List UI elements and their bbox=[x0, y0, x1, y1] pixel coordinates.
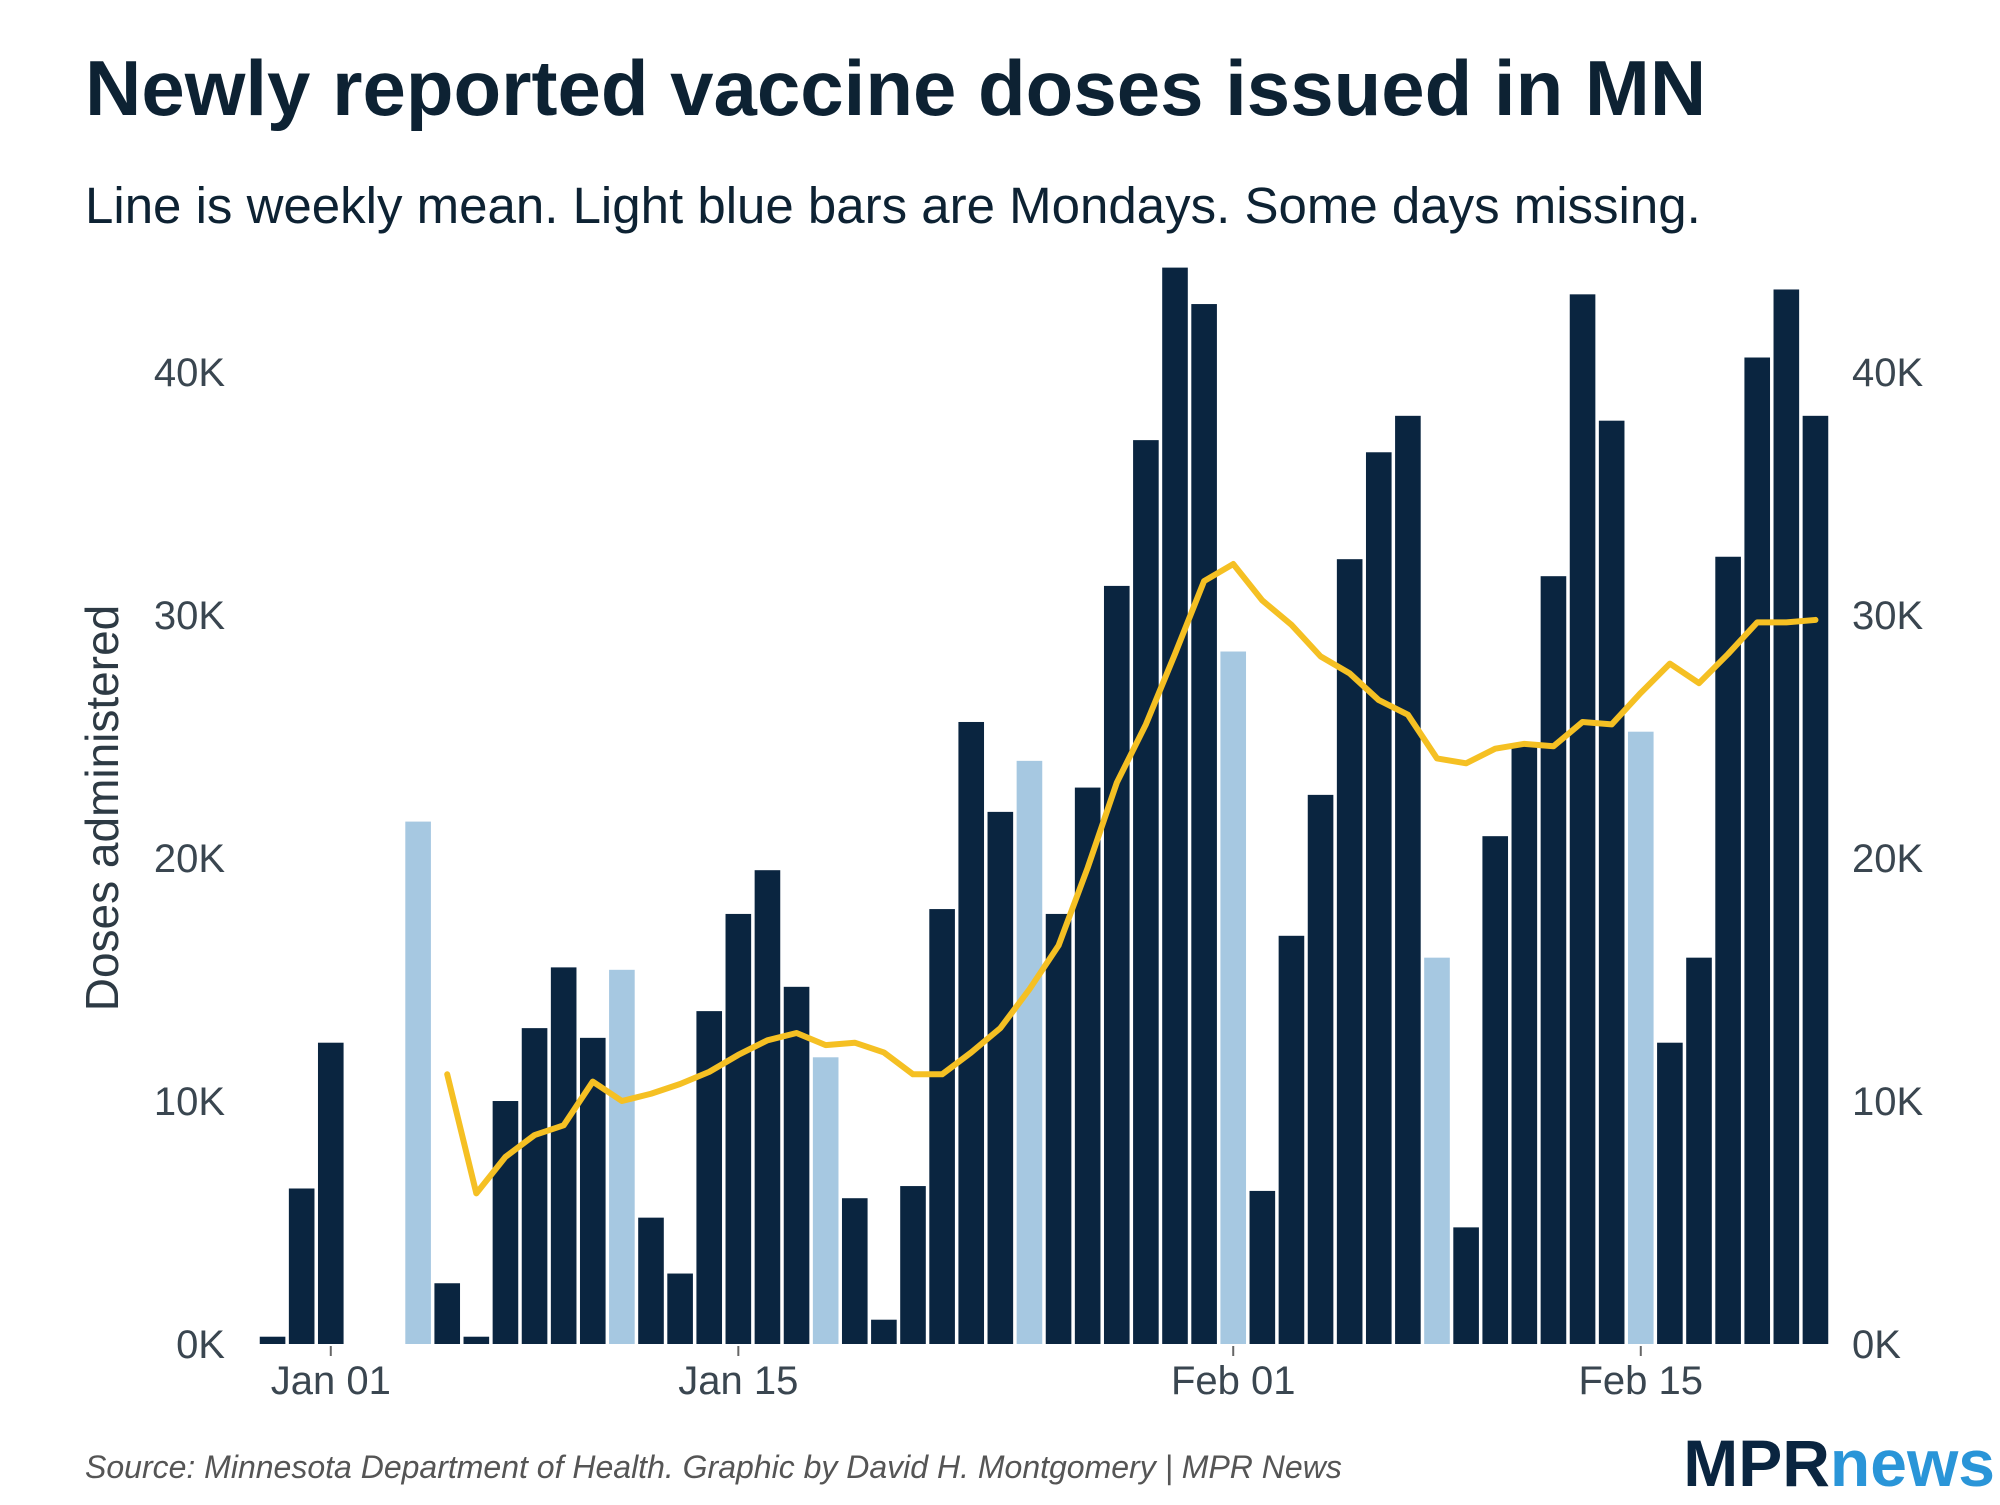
bar bbox=[958, 721, 985, 1344]
bar bbox=[871, 1319, 897, 1344]
bar bbox=[841, 1198, 868, 1344]
bar bbox=[638, 1217, 664, 1344]
bar bbox=[1074, 787, 1101, 1344]
bar bbox=[1278, 935, 1305, 1344]
logo-news: news bbox=[1830, 1426, 1995, 1500]
bar bbox=[1715, 556, 1741, 1344]
logo: MPRnews bbox=[1683, 1426, 1995, 1500]
y-tick-label: 20K bbox=[154, 837, 225, 881]
chart-subtitle: Line is weekly mean. Light blue bars are… bbox=[85, 177, 1701, 234]
bar bbox=[1307, 794, 1334, 1344]
y-tick-label: 0K bbox=[176, 1323, 225, 1367]
bar bbox=[492, 1101, 519, 1344]
bar bbox=[696, 1011, 723, 1344]
bar bbox=[1511, 746, 1538, 1344]
chart-title: Newly reported vaccine doses issued in M… bbox=[85, 44, 1706, 132]
bar bbox=[725, 913, 752, 1344]
x-tick-label: Feb 01 bbox=[1171, 1359, 1296, 1403]
y-tick-label: 40K bbox=[154, 351, 225, 395]
bar bbox=[1686, 957, 1712, 1344]
bar bbox=[987, 811, 1014, 1344]
y2-tick-label: 20K bbox=[1852, 837, 1923, 881]
bar bbox=[1249, 1190, 1276, 1344]
y2-tick-label: 10K bbox=[1852, 1080, 1923, 1124]
bar bbox=[1802, 415, 1829, 1344]
bar bbox=[1395, 415, 1421, 1344]
y-tick-label: 10K bbox=[154, 1080, 225, 1124]
bar bbox=[1569, 294, 1596, 1345]
bar bbox=[405, 821, 431, 1344]
logo-mpr: MPR bbox=[1683, 1426, 1830, 1500]
bar bbox=[1220, 651, 1247, 1344]
bar bbox=[1627, 731, 1654, 1344]
bar bbox=[1103, 585, 1130, 1344]
bar bbox=[900, 1186, 926, 1344]
bar bbox=[1191, 304, 1217, 1344]
bar bbox=[259, 1336, 286, 1344]
bar bbox=[1540, 576, 1567, 1344]
y2-tick-label: 30K bbox=[1852, 594, 1923, 638]
x-tick-label: Feb 15 bbox=[1579, 1359, 1704, 1403]
x-tick-label: Jan 15 bbox=[678, 1359, 798, 1403]
bar bbox=[1045, 913, 1072, 1344]
bar bbox=[317, 1042, 344, 1344]
bar bbox=[812, 1057, 839, 1344]
y-tick-label: 30K bbox=[154, 594, 225, 638]
bar bbox=[1598, 420, 1625, 1344]
bar bbox=[550, 967, 577, 1344]
bar bbox=[1453, 1227, 1479, 1344]
bar bbox=[1657, 1042, 1683, 1344]
bar bbox=[1336, 559, 1363, 1344]
bar bbox=[288, 1188, 315, 1344]
bar bbox=[1424, 957, 1450, 1344]
bar bbox=[609, 969, 635, 1344]
bar bbox=[1133, 440, 1159, 1344]
y2-tick-label: 40K bbox=[1852, 351, 1923, 395]
bar bbox=[929, 909, 955, 1344]
bar bbox=[434, 1283, 461, 1344]
bar bbox=[1482, 836, 1509, 1344]
bar bbox=[1016, 760, 1043, 1344]
bar bbox=[1773, 289, 1800, 1344]
bar bbox=[1365, 452, 1392, 1344]
bar bbox=[1162, 267, 1188, 1345]
bar bbox=[521, 1028, 548, 1344]
x-tick-label: Jan 01 bbox=[271, 1359, 391, 1403]
y2-tick-label: 0K bbox=[1852, 1323, 1901, 1367]
y-axis-label: Doses administered bbox=[76, 605, 128, 1012]
mean-line bbox=[444, 561, 1819, 1197]
bar bbox=[463, 1336, 490, 1344]
bar bbox=[1744, 357, 1771, 1344]
bar bbox=[667, 1273, 693, 1344]
bar bbox=[754, 870, 781, 1344]
bar bbox=[783, 986, 810, 1344]
source-note: Source: Minnesota Department of Health. … bbox=[85, 1449, 1342, 1485]
